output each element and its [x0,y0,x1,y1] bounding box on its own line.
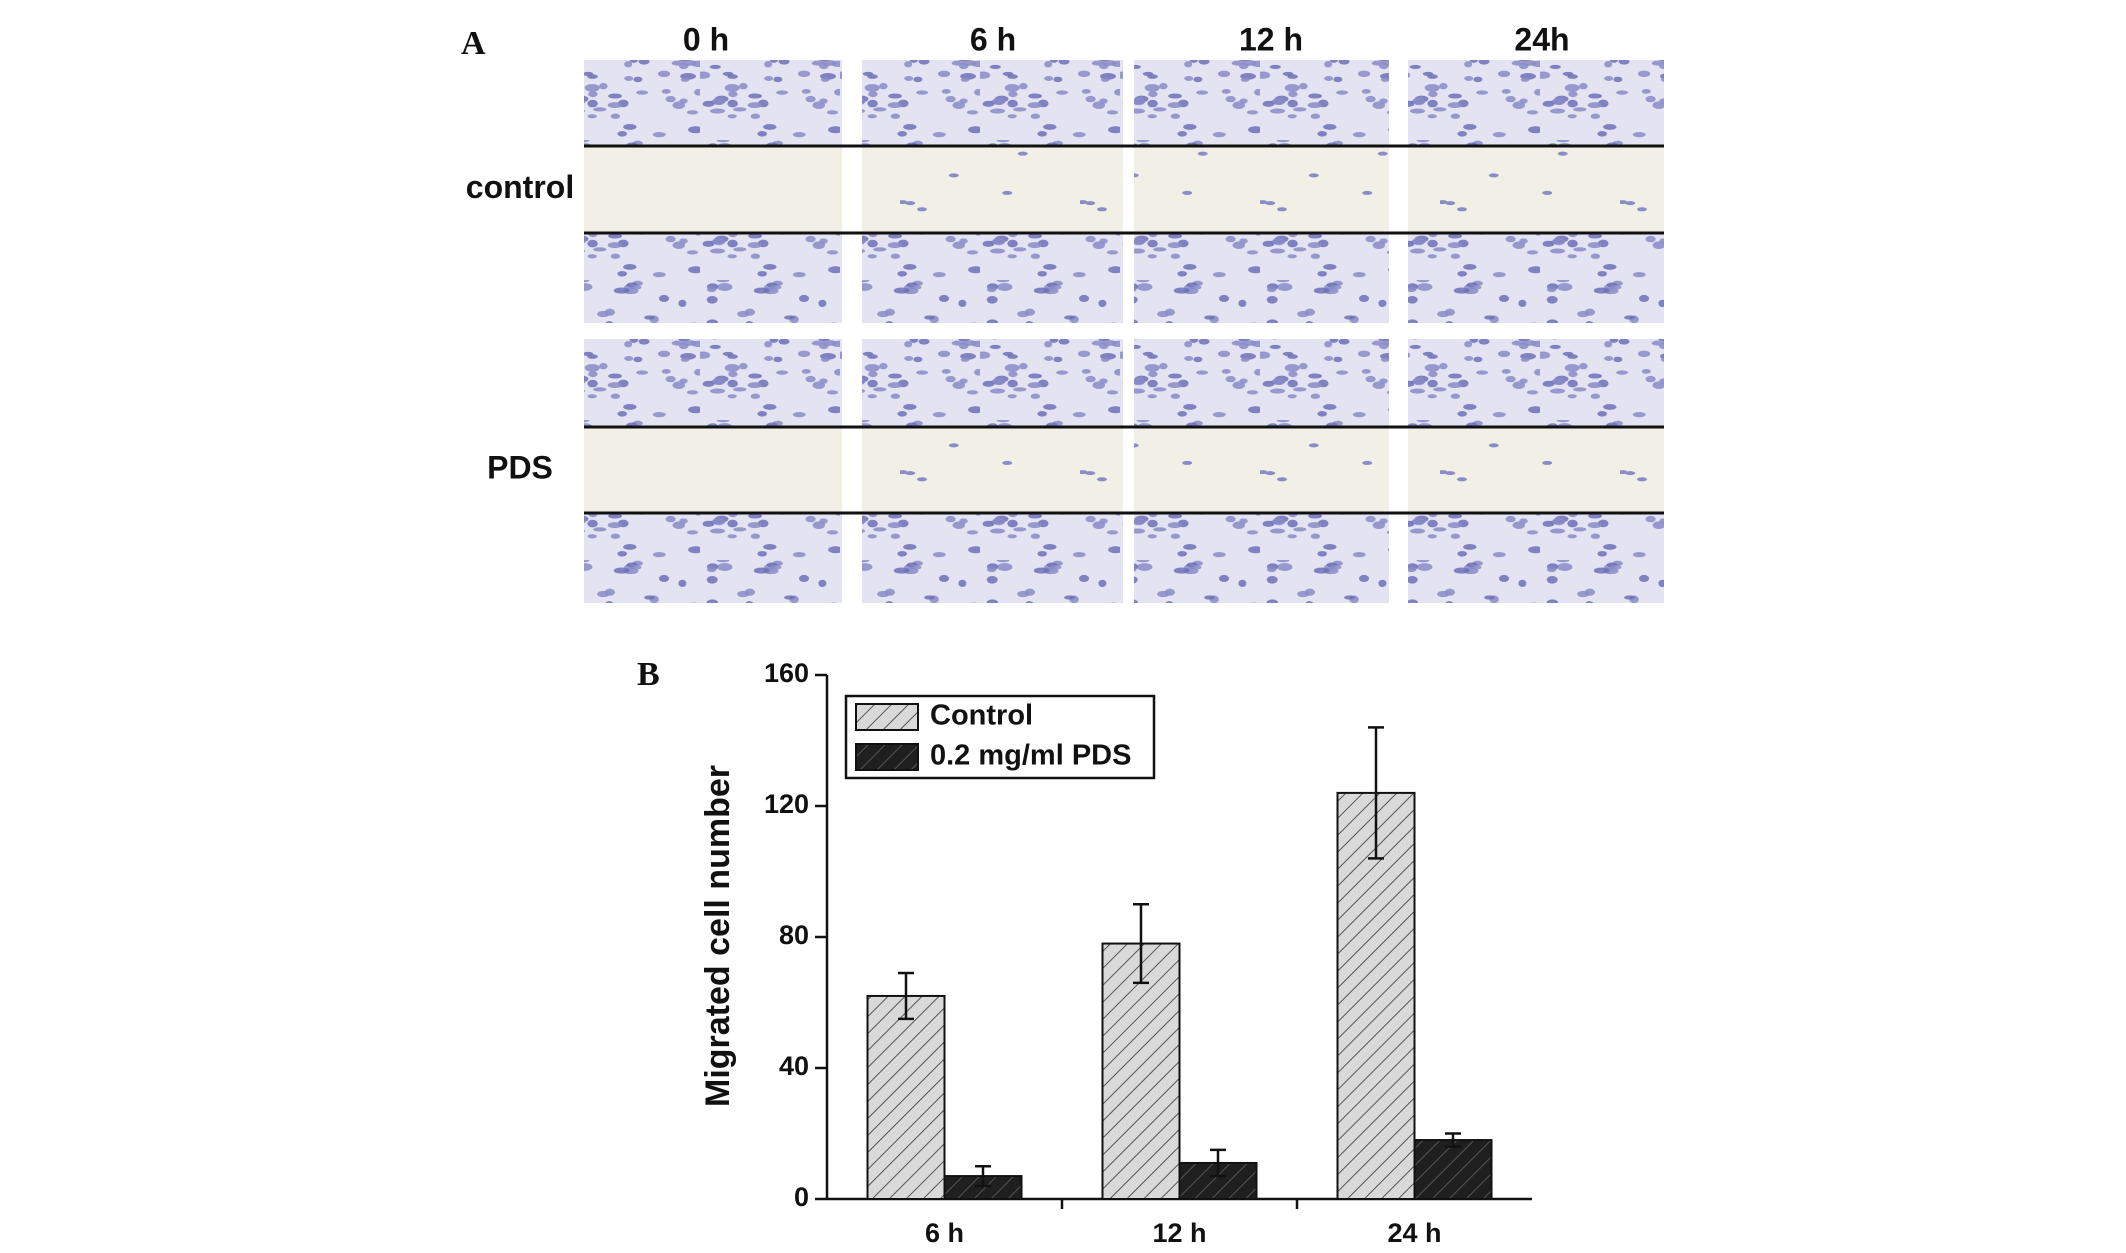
row-label: control [466,169,574,205]
bar [1413,1139,1493,1201]
micrographs: 0 h 6 h 12 h 24h control PDS [466,21,1664,603]
y-tick-label: 0 [794,1182,809,1212]
y-tick-label: 160 [764,658,809,688]
bar [866,994,946,1201]
y-tick-label: 40 [779,1051,809,1081]
error-bar [898,971,914,1021]
bar [1336,791,1416,1201]
x-tick-label: 12 h [1152,1218,1206,1248]
panel-label: B [637,656,660,693]
bar [1101,942,1181,1200]
legend-label: 0.2 mg/ml PDS [930,740,1131,772]
y-axis-label: Migrated cell number [699,765,737,1107]
column-label: 12 h [1239,21,1303,57]
column-label: 24h [1514,21,1569,57]
error-bar [1368,726,1384,860]
legend-swatch [855,743,919,771]
error-bar [975,1165,991,1188]
column-label: 0 h [683,21,729,57]
x-tick-label: 6 h [925,1218,964,1248]
error-bar [1445,1132,1461,1148]
y-tick-label: 120 [764,789,809,819]
x-tick-label: 24 h [1387,1218,1441,1248]
wound-gap [1408,427,1664,513]
legend-swatch [855,703,919,731]
wound-gap [1408,146,1664,233]
wound-gap [1134,427,1389,513]
y-tick-label: 80 [779,920,809,950]
legend-label: Control [930,700,1033,732]
wound-gap [1134,146,1389,233]
wound-gap [584,146,842,233]
wound-gap [862,427,1123,513]
column-label: 6 h [970,21,1016,57]
row-label: PDS [487,449,553,485]
error-bar [1133,903,1149,985]
panel-label: A [461,25,486,62]
bar-chart: 0 40 80 120 160 Migrated cell number 6 h 12 h 24… [699,658,1532,1248]
wound-gap [862,146,1123,233]
error-bar [1210,1148,1226,1178]
wound-gap [584,427,842,513]
